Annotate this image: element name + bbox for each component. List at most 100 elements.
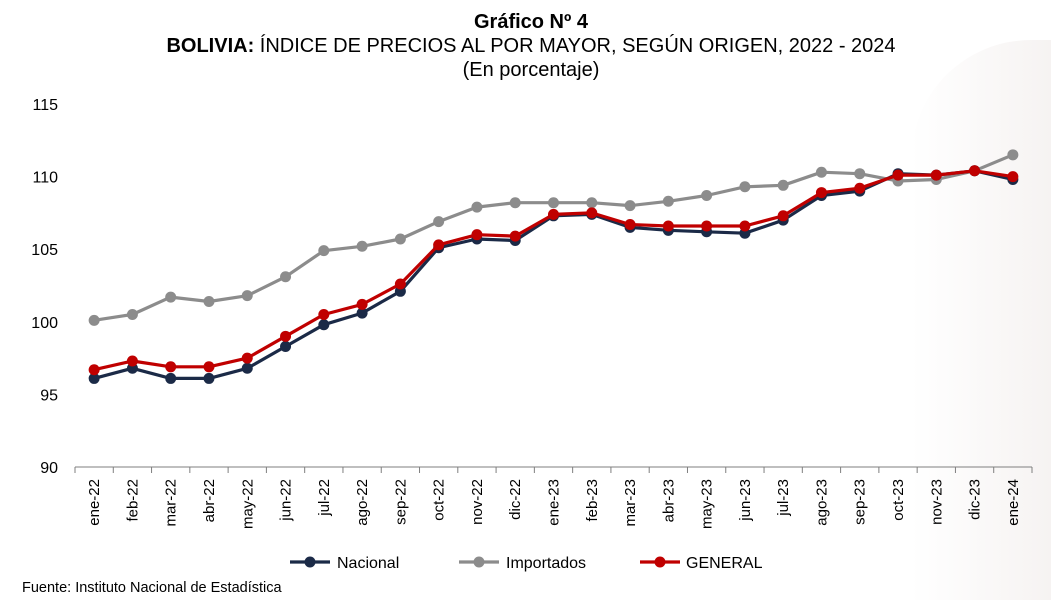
figure-number: Gráfico Nº 4: [473, 11, 588, 33]
x-tick-label: abr-23: [660, 479, 677, 522]
y-tick-label: 110: [32, 170, 58, 187]
y-tick-label: 90: [40, 460, 58, 477]
data-point-general: [126, 355, 138, 367]
data-point-general: [624, 219, 636, 231]
data-point-importados: [88, 314, 100, 326]
data-point-general: [662, 220, 674, 232]
data-point-general: [777, 210, 789, 222]
y-tick-label: 95: [40, 387, 58, 404]
data-point-importados: [433, 216, 445, 228]
x-tick-label: dic-23: [967, 479, 984, 520]
data-point-general: [854, 182, 866, 194]
x-tick-label: jun-23: [737, 479, 754, 522]
x-tick-label: mar-23: [622, 479, 639, 527]
data-point-importados: [280, 271, 292, 283]
data-point-importados: [356, 240, 368, 252]
data-point-nacional: [241, 362, 253, 374]
data-point-importados: [241, 290, 253, 302]
legend-label-importados: Importados: [506, 555, 586, 572]
legend-marker-importados: [473, 556, 485, 568]
background-watermark: [911, 40, 1051, 600]
x-tick-label: oct-22: [431, 479, 448, 521]
data-point-nacional: [318, 319, 330, 331]
data-point-general: [280, 330, 292, 342]
data-point-nacional: [165, 372, 177, 384]
x-tick-label: ago-22: [354, 479, 371, 526]
x-tick-label: sep-23: [852, 479, 869, 525]
data-point-importados: [203, 295, 215, 307]
data-point-general: [356, 298, 368, 310]
data-point-nacional: [280, 340, 292, 352]
data-point-importados: [318, 245, 330, 257]
chart-title: BOLIVIA: ÍNDICE DE PRECIOS AL POR MAYOR,…: [0, 34, 1051, 58]
data-point-importados: [586, 197, 598, 209]
data-point-importados: [165, 291, 177, 303]
data-point-importados: [815, 166, 827, 178]
data-point-general: [241, 352, 253, 364]
x-tick-label: ene-22: [86, 479, 103, 526]
x-tick-label: ene-23: [546, 479, 563, 526]
legend-marker-nacional: [304, 556, 316, 568]
y-tick-label: 100: [31, 315, 58, 332]
data-point-importados: [509, 197, 521, 209]
data-point-general: [969, 165, 981, 177]
x-tick-label: nov-23: [928, 479, 945, 525]
legend-label-nacional: Nacional: [337, 555, 399, 572]
x-tick-label: ene-24: [1005, 479, 1022, 526]
data-point-general: [930, 169, 942, 181]
data-point-importados: [126, 309, 138, 321]
data-point-nacional: [203, 372, 215, 384]
x-tick-label: dic-22: [507, 479, 524, 520]
data-point-general: [394, 278, 406, 290]
data-point-general: [433, 239, 445, 251]
series-line-importados: [93, 153, 1014, 322]
data-point-importados: [701, 189, 713, 201]
x-tick-label: ago-23: [813, 479, 830, 526]
x-tick-label: jun-22: [278, 479, 295, 522]
data-point-general: [701, 220, 713, 232]
data-point-general: [203, 361, 215, 373]
data-point-nacional: [356, 307, 368, 319]
y-tick-label: 105: [31, 242, 58, 259]
legend-label-general: GENERAL: [686, 555, 763, 572]
x-tick-label: may-22: [239, 479, 256, 529]
data-point-general: [471, 229, 483, 241]
data-point-general: [88, 364, 100, 376]
data-point-nacional: [88, 372, 100, 384]
data-point-general: [586, 207, 598, 219]
data-point-importados: [777, 179, 789, 191]
x-tick-label: may-23: [699, 479, 716, 529]
x-tick-label: jul-23: [775, 479, 792, 517]
chart-title-rest: ÍNDICE DE PRECIOS AL POR MAYOR, SEGÚN OR…: [254, 35, 896, 57]
data-point-general: [509, 230, 521, 242]
data-point-importados: [854, 168, 866, 180]
data-point-importados: [471, 201, 483, 213]
x-tick-label: jul-22: [316, 479, 333, 517]
data-point-importados: [739, 181, 751, 193]
data-point-general: [548, 208, 559, 220]
data-point-importados: [662, 195, 674, 207]
data-point-general: [318, 309, 330, 321]
data-point-general: [892, 169, 904, 181]
data-point-general: [739, 220, 751, 232]
data-point-general: [1007, 171, 1019, 183]
chart-title-country: BOLIVIA:: [166, 35, 255, 57]
data-point-importados: [1007, 149, 1019, 161]
x-tick-label: feb-22: [124, 479, 141, 522]
chart-subtitle: (En porcentaje): [462, 59, 600, 81]
data-point-importados: [624, 200, 636, 212]
data-point-importados: [548, 197, 559, 209]
chart-titles: Gráfico Nº 4 BOLIVIA: ÍNDICE DE PRECIOS …: [0, 10, 1051, 82]
x-tick-label: feb-23: [584, 479, 601, 522]
legend-marker-general: [654, 556, 666, 568]
data-point-general: [815, 187, 827, 199]
x-tick-label: mar-22: [163, 479, 180, 527]
y-tick-label: 115: [32, 97, 58, 114]
data-point-general: [165, 361, 177, 373]
x-tick-label: abr-22: [201, 479, 218, 522]
x-tick-label: oct-23: [890, 479, 907, 521]
source-note: Fuente: Instituto Nacional de Estadístic…: [22, 580, 282, 596]
x-tick-label: nov-22: [469, 479, 486, 525]
data-point-importados: [394, 233, 406, 245]
